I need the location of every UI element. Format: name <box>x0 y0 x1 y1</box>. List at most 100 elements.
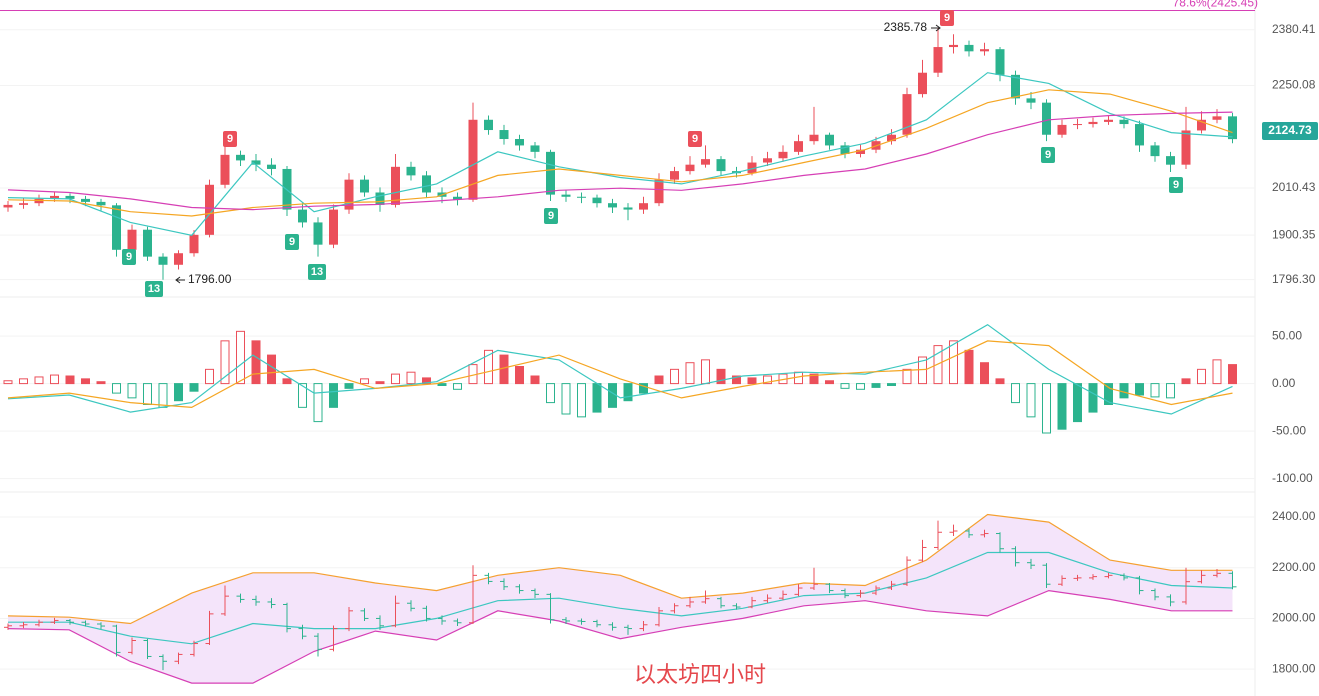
candle-body <box>236 154 245 161</box>
annotation-arrow <box>935 24 941 32</box>
last-price-box <box>1262 122 1318 140</box>
candle-body <box>220 154 230 185</box>
td-label: 9 <box>126 251 132 263</box>
candle-body <box>856 149 865 154</box>
macd-bar <box>1104 383 1113 406</box>
candle-body <box>1011 74 1020 99</box>
candle-body <box>1026 98 1036 103</box>
macd-bar <box>81 378 90 385</box>
candle-body <box>716 159 726 172</box>
candle-body <box>34 198 44 204</box>
macd-bar <box>251 340 261 385</box>
candle-body <box>530 145 540 152</box>
macd-bar <box>716 368 726 385</box>
candle-body <box>670 171 679 180</box>
candle-body <box>747 162 757 174</box>
candle-body <box>329 209 338 245</box>
candle-body <box>422 175 431 193</box>
candle-body <box>995 49 1005 75</box>
macd-bar <box>546 383 555 404</box>
macd-bar <box>1073 383 1082 423</box>
td-badge <box>223 131 237 147</box>
td-badge <box>1169 177 1183 193</box>
macd-bar <box>964 349 974 385</box>
indicator-line <box>7 513 1233 625</box>
watermark-title: 以太坊四小时 <box>634 662 766 687</box>
macd-bar <box>453 383 462 390</box>
td-marks: 9 9 9 9 9 9 9 9 13 13 <box>122 10 1183 297</box>
candle-body <box>546 151 555 195</box>
y-tick-label: 2380.41 <box>1272 22 1316 36</box>
macd-bar <box>220 340 230 385</box>
candle-body <box>1088 121 1098 125</box>
candle-body <box>3 204 13 208</box>
candle-body <box>1104 119 1113 122</box>
candle-body <box>1135 124 1144 146</box>
candle-body <box>794 141 803 152</box>
indicator-line <box>7 111 1233 211</box>
candle-body <box>577 196 586 198</box>
macd-bar <box>1150 383 1160 398</box>
macd-bar <box>236 330 245 385</box>
candle-body <box>763 158 772 163</box>
macd-bar <box>360 378 369 385</box>
macd-bar <box>1181 378 1191 385</box>
candle-body <box>375 192 385 205</box>
y-tick-label: -50.00 <box>1272 423 1306 437</box>
macd-bar <box>158 383 168 408</box>
candle-body <box>778 151 788 159</box>
macd-bar <box>515 366 524 385</box>
candle-body <box>391 166 400 205</box>
candle-body <box>484 119 493 131</box>
macd-bar <box>1228 364 1237 385</box>
candle-body <box>298 209 307 223</box>
last-price: 2124.73 <box>1268 123 1312 137</box>
macd-bar <box>112 383 121 394</box>
macd-bar <box>825 380 834 385</box>
candle-body <box>933 47 943 73</box>
macd-bar <box>282 378 292 385</box>
candle-body <box>1181 130 1191 165</box>
candle-body <box>1057 124 1067 135</box>
td-label: 13 <box>148 283 160 295</box>
macd-bar <box>484 349 493 385</box>
macd-bar <box>670 368 679 385</box>
candle-body <box>453 196 462 200</box>
candle-body <box>1197 119 1206 131</box>
indicator-line <box>7 89 1233 217</box>
macd-bar <box>406 371 416 385</box>
macd-bar <box>189 383 199 392</box>
y-tick-label: 2200.00 <box>1272 560 1316 574</box>
macd-bar <box>50 374 59 385</box>
candle-body <box>251 160 261 165</box>
macd-bar <box>1042 383 1051 434</box>
candle-body <box>918 72 927 95</box>
candle-body <box>81 198 90 202</box>
macd-bar <box>654 375 664 385</box>
candle-body <box>143 229 152 257</box>
macd-bar <box>995 378 1005 385</box>
macd-bar <box>902 368 912 385</box>
candle-body <box>840 145 850 154</box>
candle-body <box>949 44 958 48</box>
fib-label: 78.6%(2425.45) <box>1173 0 1258 10</box>
candle-body <box>65 195 75 199</box>
y-tick-label: 2400.00 <box>1272 509 1316 523</box>
candle-body <box>313 222 323 245</box>
macd-bar <box>344 383 354 389</box>
y-tick-label: 2250.08 <box>1272 78 1316 92</box>
candle-body <box>158 256 168 265</box>
y-tick-label: 0.00 <box>1272 376 1296 390</box>
macd-bar <box>329 383 338 408</box>
candle-body <box>623 207 633 210</box>
candle-body <box>654 179 664 204</box>
candle-body <box>887 134 896 142</box>
macd-bar <box>856 383 865 390</box>
td-label: 9 <box>289 236 295 248</box>
candle-body <box>112 205 121 250</box>
macd-bar <box>1166 383 1175 399</box>
macd-bar <box>530 375 540 385</box>
candle-body <box>1166 156 1175 165</box>
candle-body <box>344 179 354 210</box>
indicator-line <box>7 340 1233 409</box>
